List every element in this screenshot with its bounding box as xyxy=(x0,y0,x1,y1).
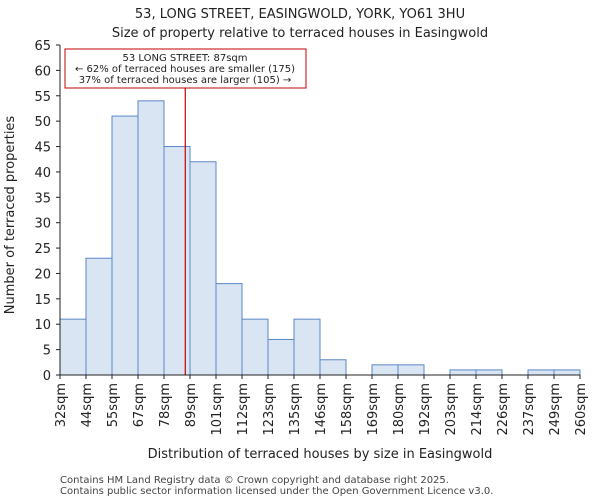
bar-89sqm xyxy=(189,161,217,376)
footer-line-2: Contains public sector information licen… xyxy=(60,486,493,497)
x-tick-label-112sqm: 112sqm xyxy=(236,383,251,436)
chart-subtitle: Size of property relative to terraced ho… xyxy=(112,26,488,41)
y-tick-label-30: 30 xyxy=(34,217,51,232)
bar-55sqm xyxy=(111,115,139,376)
y-tick-label-0: 0 xyxy=(43,369,51,384)
bar-101sqm xyxy=(215,283,243,376)
bar-112sqm xyxy=(241,318,269,376)
y-tick-label-45: 45 xyxy=(34,141,51,156)
x-tick-label-214sqm: 214sqm xyxy=(470,383,485,436)
annotation-line-3: 37% of terraced houses are larger (105) … xyxy=(79,75,292,86)
x-tick-label-249sqm: 249sqm xyxy=(548,383,563,436)
x-tick-label-169sqm: 169sqm xyxy=(366,383,381,436)
annotation-line-1: 53 LONG STREET: 87sqm xyxy=(122,53,247,64)
x-tick-label-203sqm: 203sqm xyxy=(444,383,459,436)
bar-169sqm xyxy=(371,364,399,376)
bar-67sqm xyxy=(137,100,165,376)
bar-123sqm xyxy=(267,338,295,376)
annotation-border xyxy=(64,48,307,89)
bar-135sqm xyxy=(293,318,321,376)
bar-214sqm xyxy=(475,369,503,376)
x-tick-label-44sqm: 44sqm xyxy=(80,383,95,427)
x-tick-label-180sqm: 180sqm xyxy=(392,383,407,436)
x-tick-label-78sqm: 78sqm xyxy=(158,383,173,427)
x-tick-label-192sqm: 192sqm xyxy=(418,383,433,436)
y-tick-label-5: 5 xyxy=(43,344,51,359)
bar-44sqm xyxy=(85,257,113,376)
y-tick-label-25: 25 xyxy=(34,242,51,257)
y-tick-label-50: 50 xyxy=(34,115,51,130)
x-tick-label-89sqm: 89sqm xyxy=(184,383,199,427)
bar-237sqm xyxy=(527,369,555,376)
y-axis-label: Number of terraced properties xyxy=(3,116,18,315)
bar-32sqm xyxy=(59,318,87,376)
x-tick-label-32sqm: 32sqm xyxy=(54,383,69,427)
bar-146sqm xyxy=(319,359,347,376)
x-tick-label-158sqm: 158sqm xyxy=(340,383,355,436)
y-tick-label-65: 65 xyxy=(34,39,51,54)
bar-180sqm xyxy=(397,364,425,376)
x-tick-label-146sqm: 146sqm xyxy=(314,383,329,436)
x-tick-label-135sqm: 135sqm xyxy=(288,383,303,436)
y-tick-label-55: 55 xyxy=(34,90,51,105)
x-tick-label-123sqm: 123sqm xyxy=(262,383,277,436)
annotation-box: 53 LONG STREET: 87sqm ← 62% of terraced … xyxy=(64,48,307,89)
x-tick-label-226sqm: 226sqm xyxy=(496,383,511,436)
y-ticks: 0 5 10 15 20 25 30 35 40 45 50 55 60 65 xyxy=(34,39,60,384)
bars-layer xyxy=(59,100,581,376)
bar-78sqm xyxy=(163,146,191,376)
x-tick-label-67sqm: 67sqm xyxy=(132,383,147,427)
bar-249sqm xyxy=(553,369,581,376)
x-axis-label: Distribution of terraced houses by size … xyxy=(148,447,493,462)
x-ticks: 32sqm 44sqm 55sqm 67sqm 78sqm 89sqm 101sqm 112s… xyxy=(54,375,589,436)
x-tick-label-101sqm: 101sqm xyxy=(210,383,225,436)
y-tick-label-10: 10 xyxy=(34,318,51,333)
annotation-line-2: ← 62% of terraced houses are smaller (17… xyxy=(75,64,295,75)
chart-title: 53, LONG STREET, EASINGWOLD, YORK, YO61 … xyxy=(135,7,465,22)
y-tick-label-40: 40 xyxy=(34,166,51,181)
y-tick-label-60: 60 xyxy=(34,64,51,79)
footer-line-1: Contains HM Land Registry data © Crown c… xyxy=(60,475,449,486)
x-tick-label-55sqm: 55sqm xyxy=(106,383,121,427)
y-tick-label-35: 35 xyxy=(34,191,51,206)
bar-203sqm xyxy=(449,369,477,376)
y-tick-label-15: 15 xyxy=(34,293,51,308)
y-tick-label-20: 20 xyxy=(34,267,51,282)
x-tick-label-260sqm: 260sqm xyxy=(574,383,589,436)
x-tick-label-237sqm: 237sqm xyxy=(522,383,537,436)
